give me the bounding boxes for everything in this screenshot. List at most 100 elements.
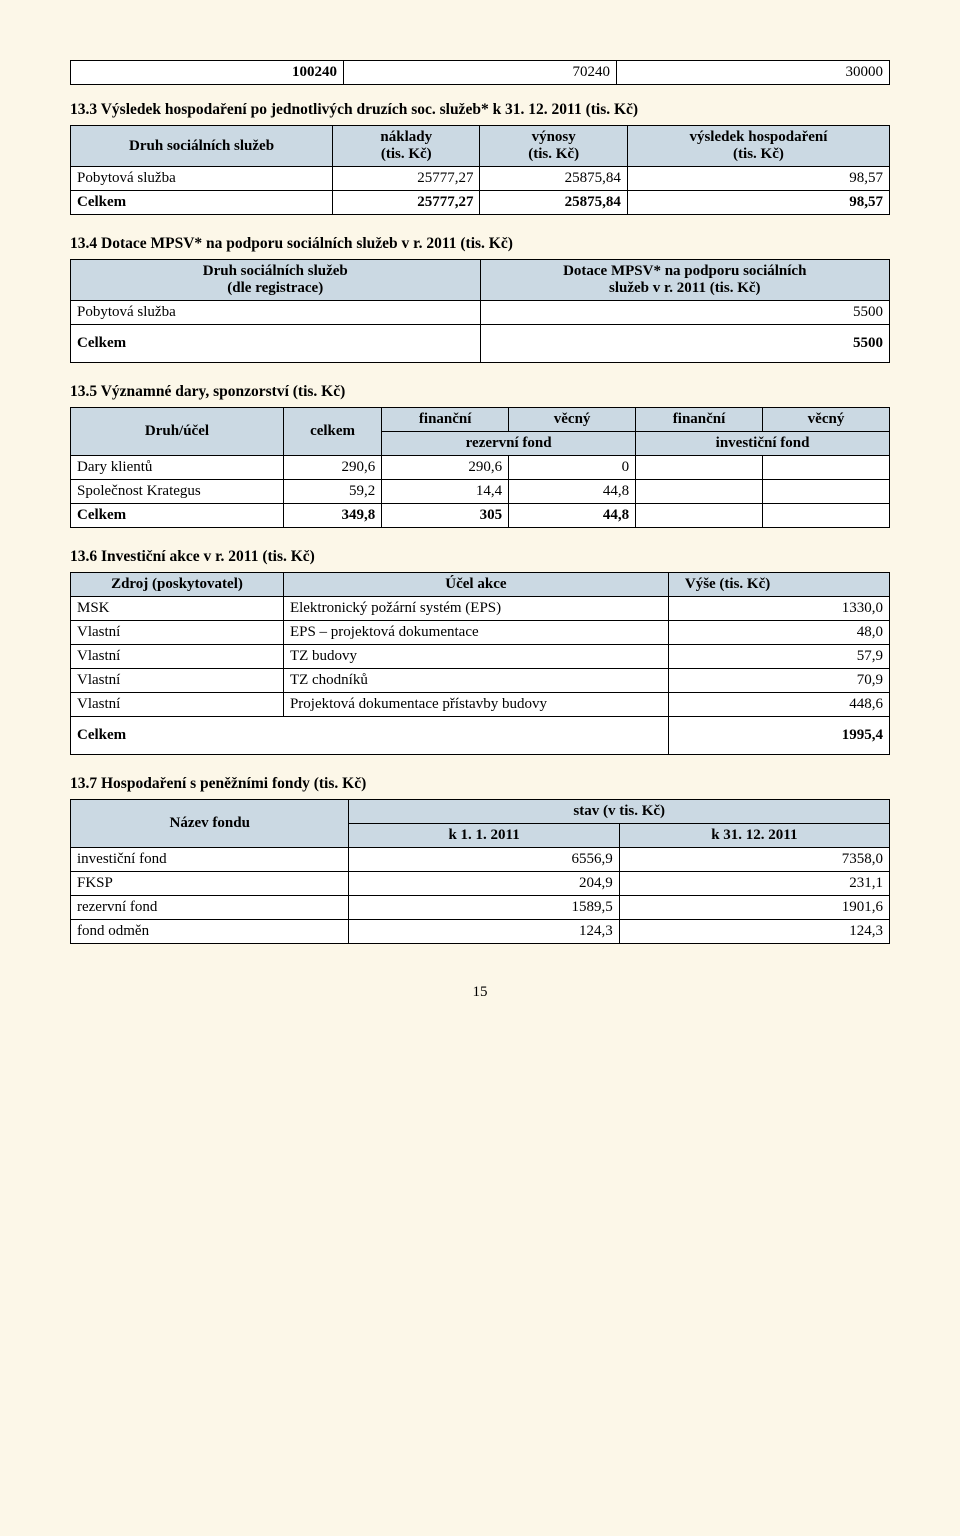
th-vynosy-l2: (tis. Kč) [528, 146, 579, 162]
cell: 1901,6 [619, 896, 889, 920]
th-naklady-l1: náklady [380, 129, 432, 145]
th-dotace-l2: služeb v r. 2011 (tis. Kč) [609, 280, 761, 296]
table-13-3: Druh sociálních služeb náklady (tis. Kč)… [70, 125, 890, 215]
cell: 98,57 [627, 167, 889, 191]
cell: Pobytová služba [71, 301, 481, 325]
cell: investiční fond [71, 848, 349, 872]
cell: Dary klientů [71, 456, 284, 480]
th-vynosy-l1: výnosy [532, 129, 576, 145]
th-dotace: Dotace MPSV* na podporu sociálních služe… [480, 260, 890, 301]
cell: 44,8 [509, 480, 636, 504]
th-druh-reg-l1: Druh sociálních služeb [203, 263, 348, 279]
cell: 305 [382, 504, 509, 528]
cell: 124,3 [619, 920, 889, 944]
table-row: rezervní fond 1589,5 1901,6 [71, 896, 890, 920]
top-cell-1: 70240 [344, 61, 617, 85]
cell: 1995,4 [668, 717, 889, 755]
cell: FKSP [71, 872, 349, 896]
heading-13-3: 13.3 Výsledek hospodaření po jednotlivýc… [70, 101, 890, 119]
page-container: 100240 70240 30000 13.3 Výsledek hospoda… [0, 0, 960, 1041]
th-vec2: věcný [763, 408, 890, 432]
cell [763, 456, 890, 480]
table-13-6: Zdroj (poskytovatel) Účel akce Výše (tis… [70, 572, 890, 755]
cell: 290,6 [382, 456, 509, 480]
cell: 1330,0 [668, 597, 889, 621]
heading-13-4: 13.4 Dotace MPSV* na podporu sociálních … [70, 235, 890, 253]
th-zdroj: Zdroj (poskytovatel) [71, 573, 284, 597]
cell: 25875,84 [480, 191, 627, 215]
table-row-total: Celkem 5500 [71, 325, 890, 363]
cell: 25875,84 [480, 167, 627, 191]
table-13-7: Název fondu stav (v tis. Kč) k 1. 1. 201… [70, 799, 890, 944]
table-row: fond odměn 124,3 124,3 [71, 920, 890, 944]
cell: fond odměn [71, 920, 349, 944]
table-row: FKSP 204,9 231,1 [71, 872, 890, 896]
cell: Celkem [71, 504, 284, 528]
table-row: investiční fond 6556,9 7358,0 [71, 848, 890, 872]
cell: TZ budovy [283, 645, 668, 669]
top-cell-0: 100240 [71, 61, 344, 85]
cell: 349,8 [283, 504, 381, 528]
th-naklady-l2: (tis. Kč) [381, 146, 432, 162]
cell: 231,1 [619, 872, 889, 896]
th-stav: stav (v tis. Kč) [349, 800, 890, 824]
page-number: 15 [70, 984, 890, 1001]
cell: Celkem [71, 325, 481, 363]
cell: 14,4 [382, 480, 509, 504]
table-row: Vlastní TZ chodníků 70,9 [71, 669, 890, 693]
cell [763, 504, 890, 528]
th-vysledek-l1: výsledek hospodaření [689, 129, 827, 145]
cell: 6556,9 [349, 848, 619, 872]
table-row-total: Celkem 1995,4 [71, 717, 890, 755]
cell: 57,9 [668, 645, 889, 669]
th-fin2: finanční [636, 408, 763, 432]
cell: Projektová dokumentace přístavby budovy [283, 693, 668, 717]
top-summary-table: 100240 70240 30000 [70, 60, 890, 85]
table-row: Vlastní TZ budovy 57,9 [71, 645, 890, 669]
th-vyse: Výše (tis. Kč) [668, 573, 889, 597]
table-row: Vlastní EPS – projektová dokumentace 48,… [71, 621, 890, 645]
cell: 98,57 [627, 191, 889, 215]
cell: 5500 [480, 325, 890, 363]
table-row: Vlastní Projektová dokumentace přístavby… [71, 693, 890, 717]
cell: 204,9 [349, 872, 619, 896]
cell: 59,2 [283, 480, 381, 504]
heading-13-7: 13.7 Hospodaření s peněžními fondy (tis.… [70, 775, 890, 793]
cell: MSK [71, 597, 284, 621]
cell: TZ chodníků [283, 669, 668, 693]
table-row: Dary klientů 290,6 290,6 0 [71, 456, 890, 480]
cell: EPS – projektová dokumentace [283, 621, 668, 645]
cell: Pobytová služba [71, 167, 333, 191]
th-druh: Druh sociálních služeb [71, 126, 333, 167]
cell: 25777,27 [333, 167, 480, 191]
cell: Vlastní [71, 693, 284, 717]
cell: 0 [509, 456, 636, 480]
table-row: MSK Elektronický požární systém (EPS) 13… [71, 597, 890, 621]
top-cell-2: 30000 [617, 61, 890, 85]
cell [636, 480, 763, 504]
table-13-5: Druh/účel celkem finanční věcný finanční… [70, 407, 890, 528]
table-13-4: Druh sociálních služeb (dle registrace) … [70, 259, 890, 363]
th-celkem: celkem [283, 408, 381, 456]
cell: Celkem [71, 191, 333, 215]
table-row: Pobytová služba 5500 [71, 301, 890, 325]
cell [636, 504, 763, 528]
th-rezervni: rezervní fond [382, 432, 636, 456]
cell: 25777,27 [333, 191, 480, 215]
th-dotace-l1: Dotace MPSV* na podporu sociálních [563, 263, 806, 279]
th-ucel: Účel akce [283, 573, 668, 597]
cell: 5500 [480, 301, 890, 325]
table-row-total: Celkem 349,8 305 44,8 [71, 504, 890, 528]
cell: Vlastní [71, 669, 284, 693]
cell: 448,6 [668, 693, 889, 717]
th-fin1: finanční [382, 408, 509, 432]
cell: Vlastní [71, 621, 284, 645]
th-vysledek-l2: (tis. Kč) [733, 146, 784, 162]
th-druh-reg-l2: (dle registrace) [227, 280, 323, 296]
th-druh-ucel: Druh/účel [71, 408, 284, 456]
th-vysledek: výsledek hospodaření (tis. Kč) [627, 126, 889, 167]
cell [763, 480, 890, 504]
cell: 7358,0 [619, 848, 889, 872]
th-k2: k 31. 12. 2011 [619, 824, 889, 848]
table-row: Pobytová služba 25777,27 25875,84 98,57 [71, 167, 890, 191]
